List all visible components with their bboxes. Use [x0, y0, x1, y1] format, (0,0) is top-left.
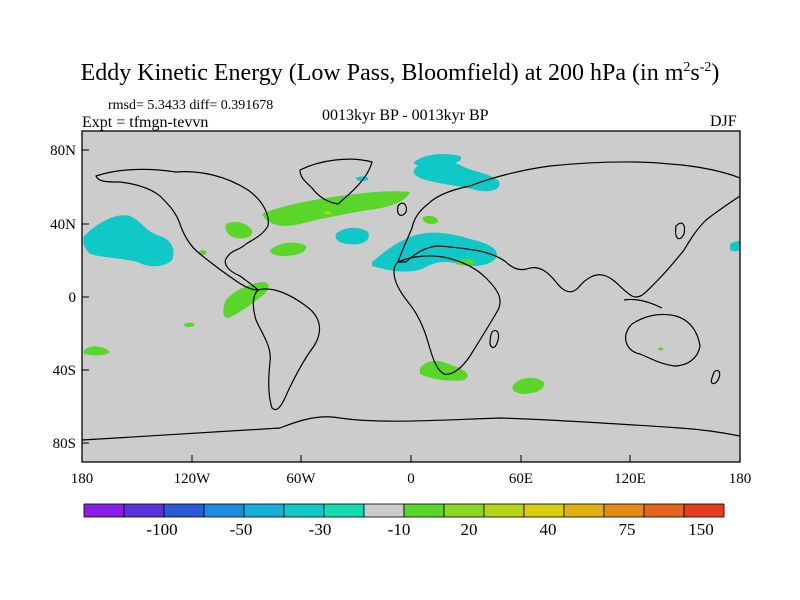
colorbar-swatch	[83, 503, 125, 518]
coast-madagascar	[489, 329, 500, 349]
colorbar-swatch	[123, 503, 165, 518]
green-patch-pacific-small	[184, 322, 195, 328]
plot-area	[82, 131, 740, 462]
colorbar-swatch	[683, 503, 725, 518]
green-patch-mid-atlantic	[456, 259, 476, 266]
experiment-label: Expt = tfmgn-tevvn	[82, 114, 209, 131]
y-tick-label: 40N	[50, 217, 76, 233]
x-tick-label: 120E	[614, 471, 646, 487]
x-tick-label: 180	[729, 471, 752, 487]
colorbar-swatch	[643, 503, 685, 518]
colorbar-swatch	[443, 503, 485, 518]
coast-greenland	[299, 158, 373, 205]
cyan-patch-arctic	[414, 154, 462, 166]
colorbar-label: -100	[146, 520, 177, 539]
x-tick-label: 120W	[174, 471, 212, 487]
x-tick-label: 60W	[286, 471, 316, 487]
colorbar-label: 75	[619, 520, 636, 539]
coast-eurasia	[397, 161, 740, 298]
y-tick-label: 80S	[53, 436, 76, 452]
green-patch-europe-small	[324, 210, 332, 215]
cyan-patch-arctic-small	[356, 176, 369, 182]
rmsd-stats: rmsd= 5.3433 diff= 0.391678	[108, 98, 274, 113]
coast-north-america	[95, 168, 269, 291]
green-patch-australia	[658, 347, 664, 351]
colorbar-swatch	[563, 503, 605, 518]
colorbar-swatch	[203, 503, 245, 518]
season-label: DJF	[710, 113, 737, 130]
coast-uk	[397, 202, 407, 216]
colorbar-label: -50	[230, 520, 253, 539]
colorbar-label: -10	[388, 520, 411, 539]
cyan-patch-west-pacific-edge	[730, 241, 740, 252]
green-patch-southern-africa	[420, 361, 468, 381]
colorbar-swatch	[403, 503, 445, 518]
green-patch-us-east	[225, 222, 253, 239]
colorbar-label: -30	[309, 520, 332, 539]
colorbar-label: 150	[688, 520, 714, 539]
cyan-patch-atlantic	[335, 227, 369, 245]
colorbar-swatch	[243, 503, 285, 518]
map-title: Eddy Kinetic Energy (Low Pass, Bloomfiel…	[80, 60, 720, 86]
colorbar	[83, 503, 725, 518]
green-patch-north-atlantic	[262, 191, 410, 226]
cyan-patch-north-pacific	[83, 215, 174, 267]
green-patch-caspian	[422, 215, 438, 225]
green-patch-indian-ocean	[512, 377, 545, 394]
colorbar-swatch	[363, 503, 405, 518]
x-tick-label: 180	[71, 471, 94, 487]
colorbar-swatch	[323, 503, 365, 518]
colorbar-label: 20	[461, 520, 478, 539]
x-tick-label: 60E	[509, 471, 533, 487]
coast-africa	[393, 255, 501, 375]
coast-australia	[625, 313, 701, 367]
colorbar-swatch	[163, 503, 205, 518]
colorbar-swatch	[603, 503, 645, 518]
coast-new-zealand	[710, 369, 721, 385]
y-tick-label: 0	[69, 290, 77, 306]
coast-japan	[675, 222, 686, 240]
green-patch-south-pacific	[84, 346, 110, 356]
colorbar-swatch	[283, 503, 325, 518]
coast-antarctica	[82, 416, 740, 441]
y-tick-label: 40S	[53, 363, 76, 379]
x-tick-label: 0	[407, 471, 415, 487]
coastlines	[82, 158, 740, 441]
coast-south-america	[252, 288, 321, 411]
colorbar-swatch	[523, 503, 565, 518]
colorbar-swatch	[483, 503, 525, 518]
green-patch-gulf	[270, 242, 307, 256]
coast-indonesia	[623, 298, 663, 309]
axis-ticks	[81, 149, 741, 462]
colorbar-label: 40	[540, 520, 557, 539]
period-label: 0013kyr BP - 0013kyr BP	[322, 107, 489, 124]
y-tick-label: 80N	[50, 143, 76, 159]
